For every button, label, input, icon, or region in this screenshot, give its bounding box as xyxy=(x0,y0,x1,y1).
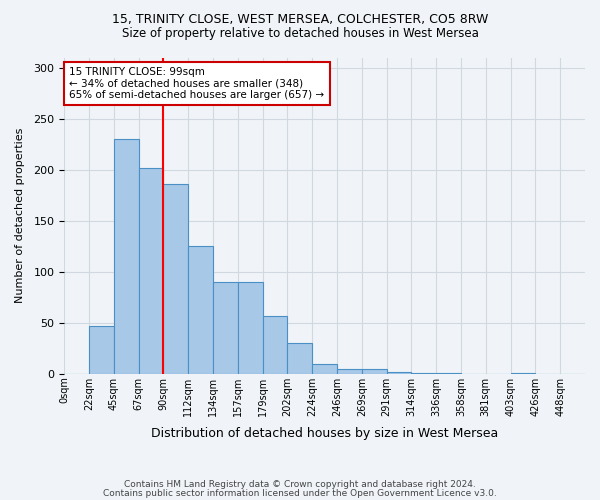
Text: 15, TRINITY CLOSE, WEST MERSEA, COLCHESTER, CO5 8RW: 15, TRINITY CLOSE, WEST MERSEA, COLCHEST… xyxy=(112,12,488,26)
Bar xyxy=(213,282,238,374)
Bar xyxy=(114,139,139,374)
Bar xyxy=(263,316,287,374)
X-axis label: Distribution of detached houses by size in West Mersea: Distribution of detached houses by size … xyxy=(151,427,498,440)
Bar xyxy=(238,282,263,374)
Bar xyxy=(362,368,386,374)
Text: Size of property relative to detached houses in West Mersea: Size of property relative to detached ho… xyxy=(122,28,478,40)
Bar xyxy=(89,326,114,374)
Bar xyxy=(312,364,337,374)
Bar xyxy=(337,368,362,374)
Bar xyxy=(188,246,213,374)
Text: 15 TRINITY CLOSE: 99sqm
← 34% of detached houses are smaller (348)
65% of semi-d: 15 TRINITY CLOSE: 99sqm ← 34% of detache… xyxy=(70,67,325,100)
Bar xyxy=(436,372,461,374)
Y-axis label: Number of detached properties: Number of detached properties xyxy=(15,128,25,304)
Text: Contains HM Land Registry data © Crown copyright and database right 2024.: Contains HM Land Registry data © Crown c… xyxy=(124,480,476,489)
Bar xyxy=(412,372,436,374)
Bar xyxy=(287,343,312,374)
Bar xyxy=(163,184,188,374)
Bar xyxy=(139,168,163,374)
Bar xyxy=(511,372,535,374)
Text: Contains public sector information licensed under the Open Government Licence v3: Contains public sector information licen… xyxy=(103,488,497,498)
Bar xyxy=(386,372,412,374)
